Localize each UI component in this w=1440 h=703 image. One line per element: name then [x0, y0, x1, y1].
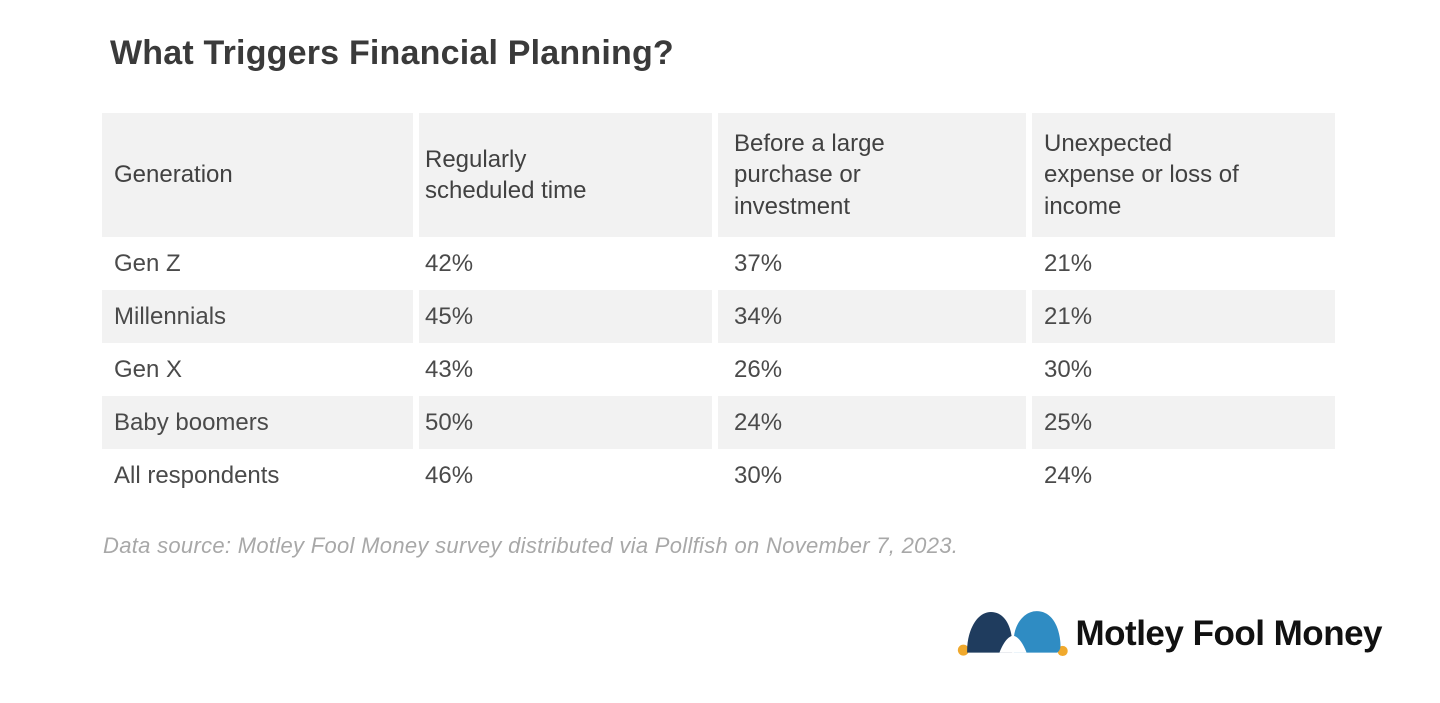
- table-cell: 46%: [419, 449, 712, 502]
- row-label: Baby boomers: [102, 396, 413, 449]
- jester-hat-icon: [957, 604, 1069, 664]
- table-row-gen-z: Gen Z 42% 37% 21%: [102, 237, 1335, 290]
- table-cell: 50%: [419, 396, 712, 449]
- table-header-generation: Generation: [102, 113, 413, 237]
- table-cell: 34%: [718, 290, 1026, 343]
- source-note: Data source: Motley Fool Money survey di…: [103, 533, 959, 558]
- table-cell: 26%: [718, 343, 1026, 396]
- table-row-millennials: Millennials 45% 34% 21%: [102, 290, 1335, 343]
- table-cell: 30%: [718, 449, 1026, 502]
- row-label: Gen X: [102, 343, 413, 396]
- page-title: What Triggers Financial Planning?: [110, 34, 674, 72]
- table-header-before-purchase: Before a large purchase or investment: [718, 113, 1026, 237]
- logo-text: Motley Fool Money: [1075, 614, 1383, 653]
- table-cell: 37%: [718, 237, 1026, 290]
- table-row-gen-x: Gen X 43% 26% 30%: [102, 343, 1335, 396]
- table-header-regularly-scheduled: Regularly scheduled time: [419, 113, 712, 237]
- table-row-all-respondents: All respondents 46% 30% 24%: [102, 449, 1335, 502]
- table-cell: 42%: [419, 237, 712, 290]
- row-label: All respondents: [102, 449, 413, 502]
- table-cell: 43%: [419, 343, 712, 396]
- table-header-unexpected-expense: Unexpected expense or loss of income: [1032, 113, 1335, 237]
- generation-table: Generation Regularly scheduled time Befo…: [102, 113, 1335, 502]
- motley-fool-logo: Motley Fool Money: [957, 604, 1383, 664]
- table-cell: 25%: [1032, 396, 1335, 449]
- row-label: Millennials: [102, 290, 413, 343]
- table-cell: 24%: [1032, 449, 1335, 502]
- table-cell: 45%: [419, 290, 712, 343]
- table-cell: 21%: [1032, 237, 1335, 290]
- table-row-baby-boomers: Baby boomers 50% 24% 25%: [102, 396, 1335, 449]
- table-cell: 21%: [1032, 290, 1335, 343]
- row-label: Gen Z: [102, 237, 413, 290]
- table-cell: 24%: [718, 396, 1026, 449]
- table-header-row: Generation Regularly scheduled time Befo…: [102, 113, 1335, 237]
- table-cell: 30%: [1032, 343, 1335, 396]
